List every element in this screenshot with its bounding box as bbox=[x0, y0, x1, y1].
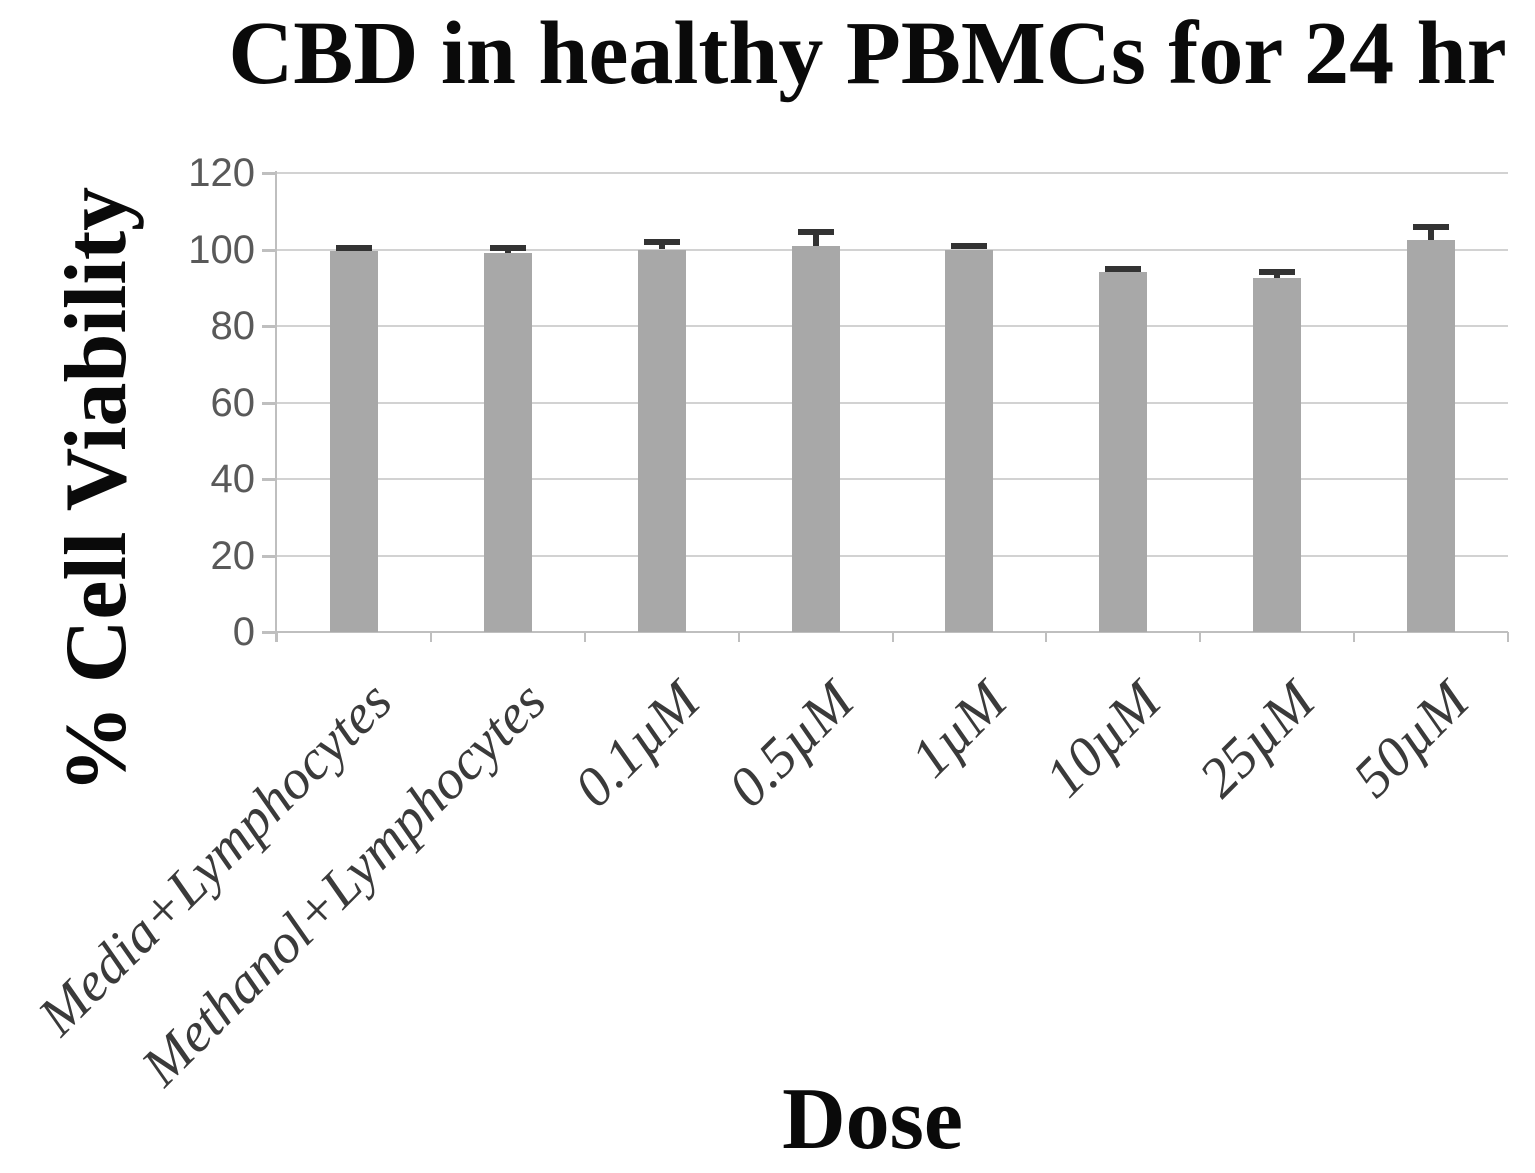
error-bar-stem bbox=[658, 241, 665, 250]
chart-title: CBD in healthy PBMCs for 24 hr bbox=[228, 4, 1507, 103]
y-tick-mark bbox=[262, 401, 277, 405]
bar bbox=[483, 253, 532, 632]
y-tick-label: 20 bbox=[210, 533, 256, 578]
y-tick-mark bbox=[262, 248, 277, 252]
x-tick-mark bbox=[1045, 632, 1048, 642]
y-tick-label: 80 bbox=[210, 304, 256, 348]
y-axis-line bbox=[275, 171, 277, 642]
gridline bbox=[277, 401, 1508, 404]
bar bbox=[945, 249, 994, 632]
gridline bbox=[277, 325, 1508, 327]
gridline bbox=[277, 248, 1508, 251]
y-tick-mark bbox=[262, 478, 277, 481]
x-tick-mark bbox=[276, 632, 278, 642]
y-tick-mark bbox=[262, 325, 277, 328]
x-axis-title: Dose bbox=[782, 1071, 963, 1168]
error-bar-cap bbox=[643, 238, 680, 245]
y-tick-mark bbox=[262, 172, 277, 175]
x-tick-mark bbox=[429, 632, 432, 642]
error-bar-cap bbox=[489, 244, 526, 251]
error-bar-stem bbox=[812, 232, 819, 246]
bar bbox=[791, 245, 840, 632]
y-tick-label: 60 bbox=[210, 380, 256, 425]
x-tick-mark bbox=[891, 632, 894, 642]
error-bar-cap bbox=[951, 242, 988, 249]
bar bbox=[1407, 239, 1456, 632]
gridline bbox=[277, 172, 1508, 174]
gridline bbox=[277, 478, 1508, 480]
error-bar-cap bbox=[335, 244, 372, 251]
bar bbox=[1253, 278, 1302, 632]
bar bbox=[1099, 272, 1148, 632]
y-tick-mark bbox=[262, 554, 277, 558]
y-tick-label: 120 bbox=[188, 151, 255, 195]
x-tick-mark bbox=[737, 632, 740, 642]
y-tick-label: 0 bbox=[232, 610, 255, 654]
y-tick-mark bbox=[262, 631, 277, 634]
x-tick-mark bbox=[1353, 632, 1356, 642]
bar bbox=[637, 249, 686, 632]
error-bar-cap bbox=[1105, 265, 1142, 272]
error-bar-cap bbox=[797, 229, 834, 236]
error-bar-stem bbox=[1428, 226, 1435, 240]
error-bar-cap bbox=[1259, 269, 1296, 276]
x-tick-mark bbox=[583, 632, 586, 642]
x-tick-mark bbox=[1199, 632, 1202, 642]
bar bbox=[329, 251, 378, 632]
gridline bbox=[277, 554, 1508, 557]
y-tick-label: 40 bbox=[210, 457, 256, 501]
error-bar-cap bbox=[1413, 223, 1450, 230]
y-tick-label: 100 bbox=[188, 227, 255, 272]
x-tick-mark bbox=[1507, 632, 1509, 642]
